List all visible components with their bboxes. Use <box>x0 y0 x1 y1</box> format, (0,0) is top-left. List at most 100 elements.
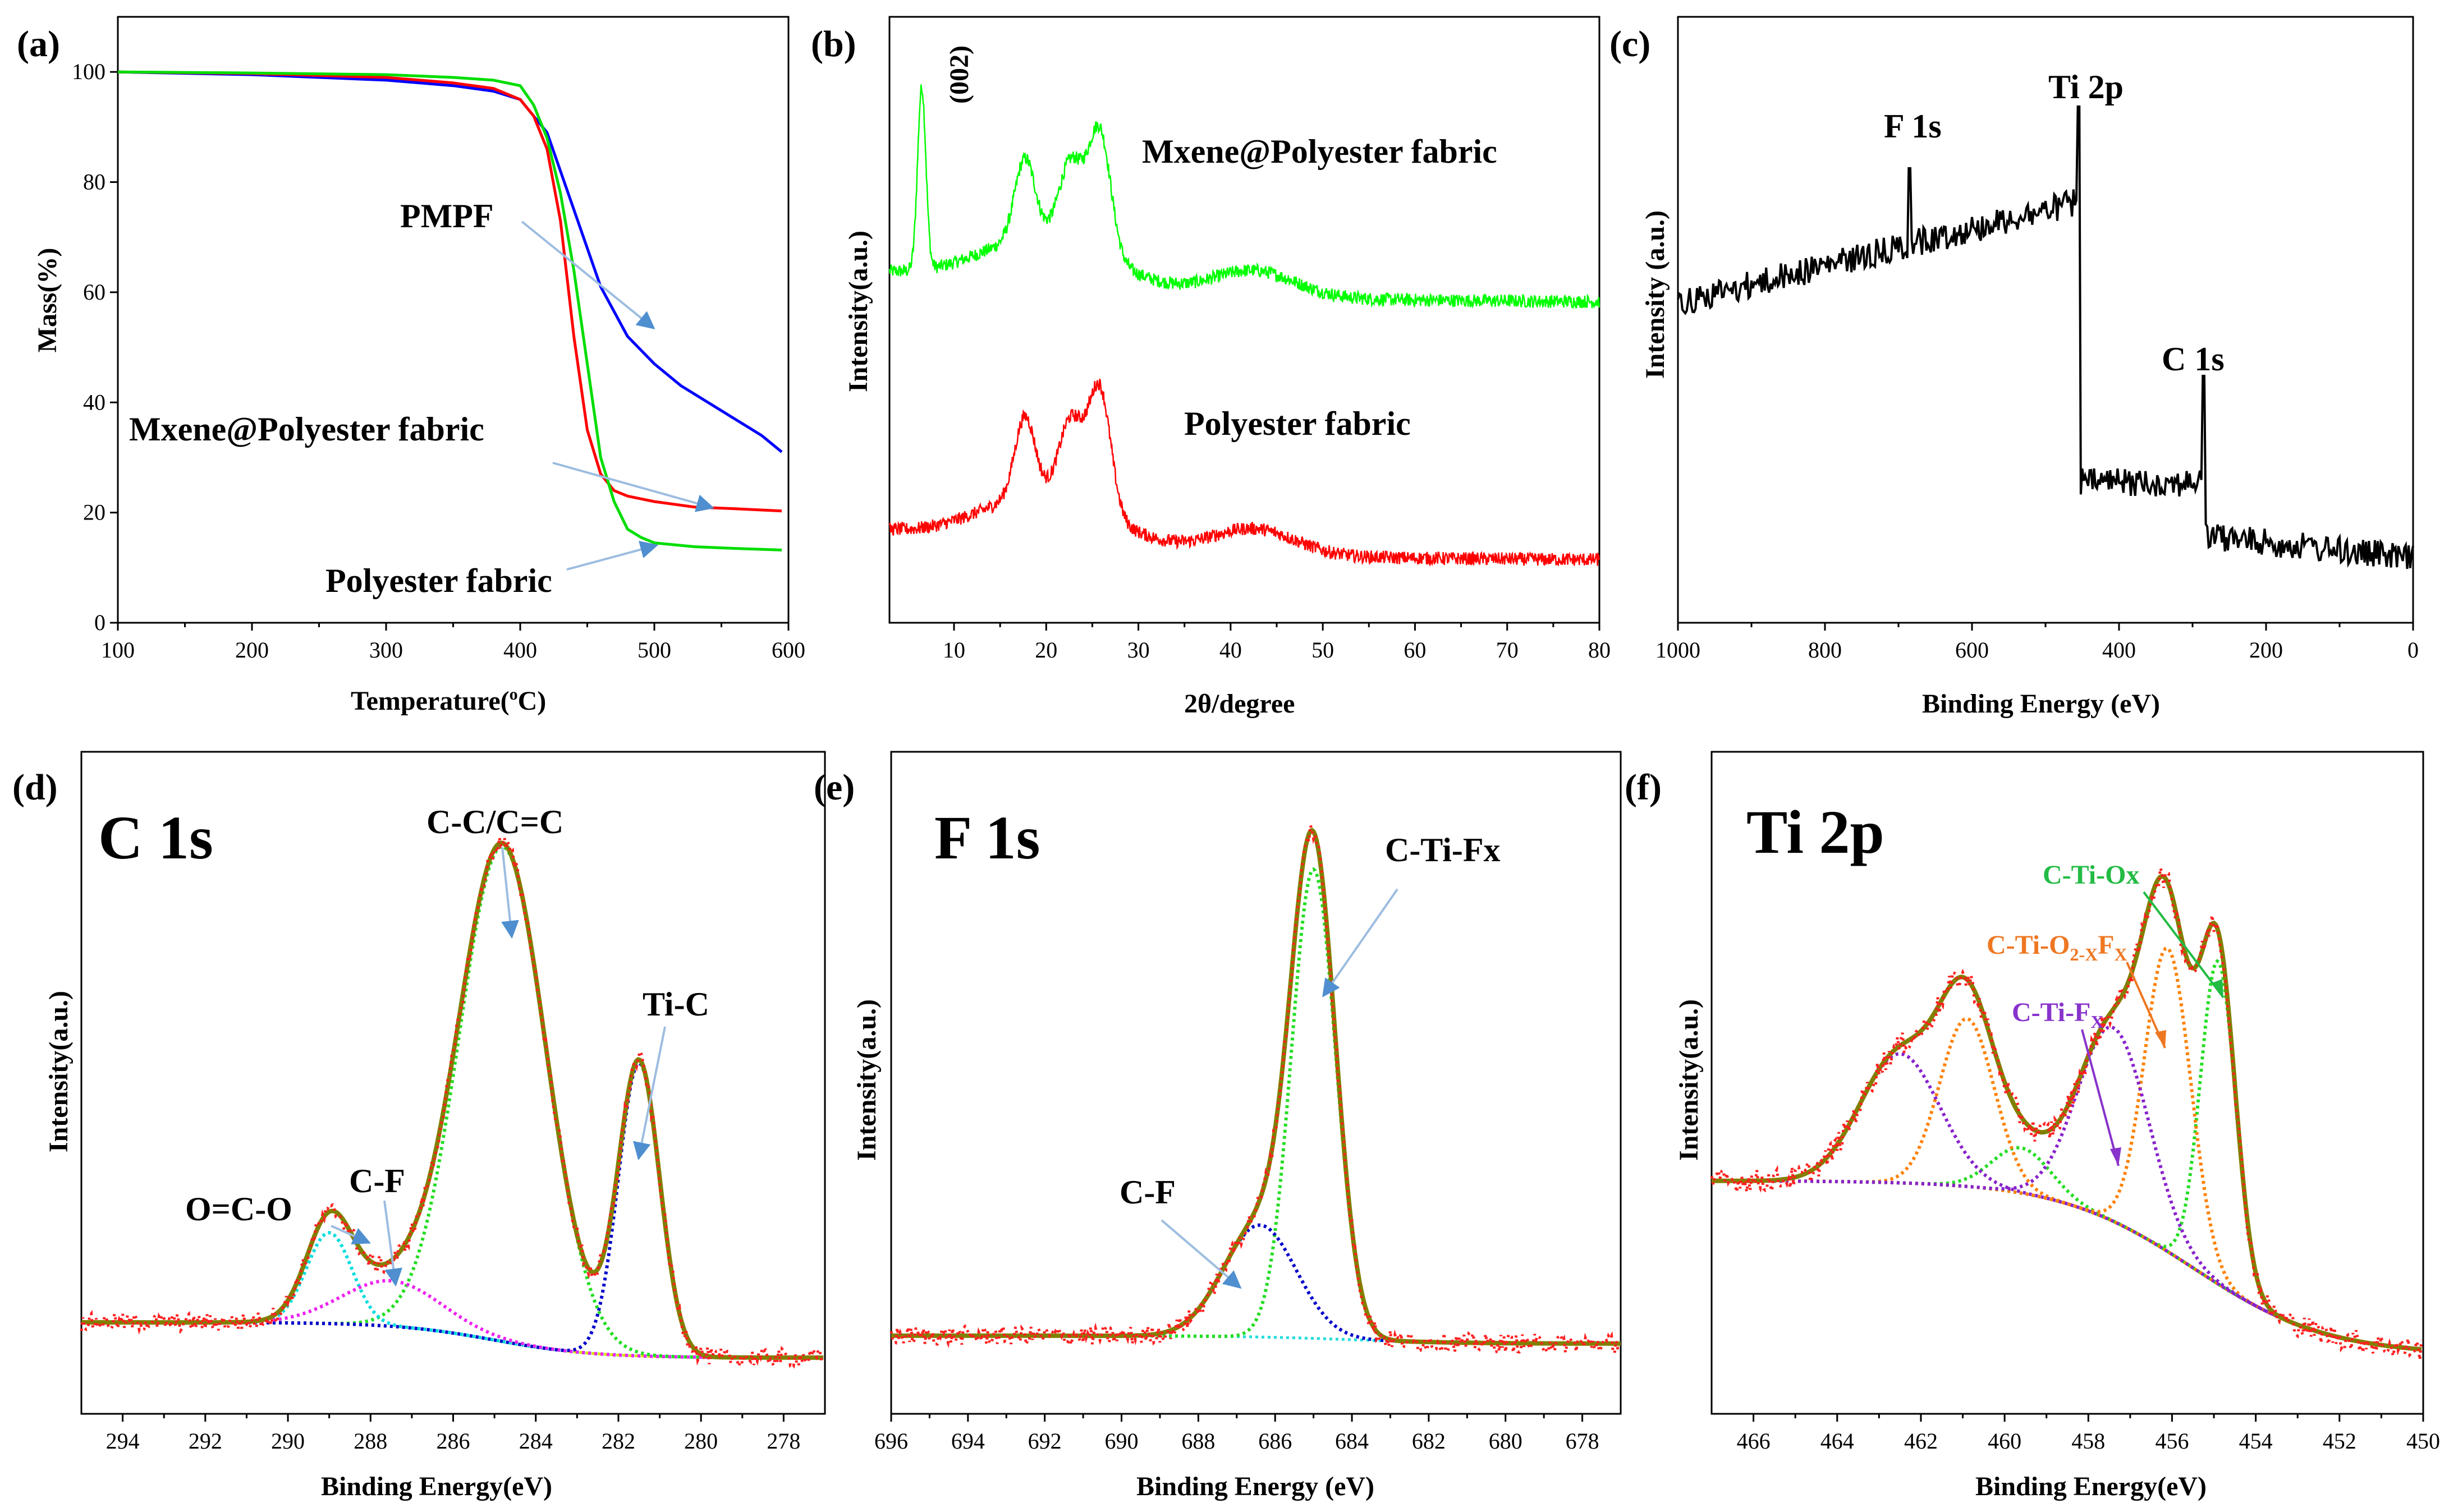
curves-e <box>889 825 1621 1357</box>
raw-data-line <box>80 836 825 1372</box>
annotation-mxene-polyester-b: Mxene@Polyester fabric <box>1142 133 1497 170</box>
curves-c <box>1677 105 2414 569</box>
x-tick-label: 278 <box>767 1428 800 1454</box>
title-e: F 1s <box>934 803 1040 872</box>
x-tick-label: 696 <box>874 1428 908 1454</box>
panel-label-f: (f) <box>1625 767 1662 808</box>
y-tick-label: 60 <box>83 279 106 305</box>
y-axis-label-d: Intensity(a.u.) <box>44 991 74 1152</box>
x-ticks-d: 294 292 290 288 286 284 282 280 278 <box>106 1414 800 1454</box>
component-line-c-ti-ox-b <box>1712 1146 2422 1352</box>
y-axis-label-e: Intensity(a.u.) <box>852 999 882 1161</box>
x-tick-label: 694 <box>951 1428 985 1454</box>
y-tick-label: 40 <box>83 389 106 415</box>
x-tick-label: 680 <box>1489 1428 1522 1454</box>
annotation-ctio2xfx-f: C-Ti-O2-XFX <box>1987 930 2127 964</box>
x-axis-label-d: Binding Energy(eV) <box>321 1472 552 1501</box>
annotation-c1s-c: C 1s <box>2162 341 2225 378</box>
x-ticks-c: 1000 800 600 400 200 0 <box>1655 623 2419 663</box>
curves-b <box>888 84 1600 567</box>
annotation-mxene-polyester-a: Mxene@Polyester fabric <box>129 411 484 448</box>
y-axis-label-b: Intensity(a.u.) <box>843 231 873 392</box>
annotation-cf-d: C-F <box>349 1162 405 1200</box>
x-tick-label: 600 <box>772 637 805 663</box>
x-tick-label: 454 <box>2239 1428 2273 1454</box>
component-line-c-f <box>891 1223 1621 1345</box>
series-line-mxene-polyester <box>888 84 1600 309</box>
raw-data-line <box>1710 867 2423 1361</box>
panel-label-b: (b) <box>811 24 856 65</box>
annotation-pmpf: PMPF <box>400 197 494 235</box>
arrowhead-ctifx-f <box>2110 1147 2121 1166</box>
annotation-cc-d: C-C/C=C <box>426 803 563 840</box>
x-tick-label: 456 <box>2155 1428 2189 1454</box>
x-tick-label: 80 <box>1588 637 1611 663</box>
panel-label-e: (e) <box>814 767 855 808</box>
x-tick-label: 688 <box>1181 1428 1215 1454</box>
annotation-ctifx-f: C-Ti-FX <box>2012 998 2104 1032</box>
x-tick-label: 70 <box>1496 637 1519 663</box>
x-ticks-b: 10 20 30 40 50 60 70 80 <box>943 623 1611 663</box>
x-tick-label: 292 <box>189 1428 222 1454</box>
annotation-polyester-a: Polyester fabric <box>325 562 552 599</box>
annotation-ti2p-c: Ti 2p <box>2048 68 2124 105</box>
annotation-tic-d: Ti-C <box>643 986 709 1023</box>
series-line-polyester-fabric <box>117 70 782 552</box>
x-tick-label: 678 <box>1566 1428 1599 1454</box>
plot-frame-e <box>890 751 1622 1415</box>
x-tick-label: 692 <box>1028 1428 1062 1454</box>
x-tick-label: 40 <box>1219 637 1242 663</box>
series-line-mxene-polyester-fabric <box>117 70 782 513</box>
panel-c: (c) 1000 800 600 400 200 0 Binding Energy (eV… <box>1609 16 2419 719</box>
y-axis-label-f: Intensity(a.u.) <box>1674 999 1704 1161</box>
x-tick-label: 458 <box>2071 1428 2105 1454</box>
plot-frame-b <box>888 16 1600 624</box>
panel-label-c: (c) <box>1609 24 1650 65</box>
x-tick-label: 100 <box>101 637 135 663</box>
arrowhead-ctio2xfx-f <box>2155 1030 2166 1048</box>
x-axis-label-f: Binding Energy(eV) <box>1975 1472 2207 1501</box>
x-tick-label: 20 <box>1035 637 1057 663</box>
arrow-tic-d <box>632 1026 666 1161</box>
y-tick-label: 100 <box>72 59 106 84</box>
panel-label-d: (d) <box>12 767 58 808</box>
x-tick-label: 50 <box>1311 637 1334 663</box>
title-f: Ti 2p <box>1746 798 1884 866</box>
annotation-ctifx-e: C-Ti-Fx <box>1385 831 1501 868</box>
x-tick-label: 400 <box>503 637 537 663</box>
raw-data-line <box>889 825 1621 1357</box>
series-line-polyester <box>888 379 1600 567</box>
annotation-ctiox-f: C-Ti-Ox <box>2043 860 2139 890</box>
x-tick-label: 686 <box>1258 1428 1292 1454</box>
x-tick-label: 60 <box>1404 637 1426 663</box>
x-tick-label: 682 <box>1412 1428 1446 1454</box>
x-tick-label: 30 <box>1127 637 1150 663</box>
x-tick-label: 500 <box>638 637 671 663</box>
x-tick-label: 466 <box>1737 1428 1771 1454</box>
fit-line <box>81 840 824 1360</box>
x-tick-label: 400 <box>2102 637 2136 663</box>
x-ticks-e: 696 694 692 690 688 686 684 682 680 678 <box>874 1414 1599 1454</box>
fit-line <box>891 828 1621 1346</box>
arrow-oco-d <box>331 1225 371 1245</box>
y-axis-label-c: Intensity (a.u.) <box>1640 210 1670 379</box>
x-tick-label: 288 <box>354 1428 387 1454</box>
annotation-polyester-b: Polyester fabric <box>1184 405 1411 442</box>
plot-frame-f <box>1710 751 2424 1415</box>
x-axis-label-a: Temperature(oC) <box>351 685 546 716</box>
x-tick-label: 450 <box>2406 1428 2440 1454</box>
arrow-ctiox-f <box>2143 891 2225 999</box>
x-tick-label: 200 <box>2249 637 2283 663</box>
panel-d: (d) 294 292 290 288 286 284 282 280 278 C 1s Bin… <box>12 751 826 1501</box>
arrow-ctifx-f <box>2081 1029 2120 1166</box>
x-tick-label: 280 <box>684 1428 718 1454</box>
x-axis-label-e: Binding Energy (eV) <box>1136 1472 1374 1501</box>
background-line <box>891 1334 1621 1345</box>
arrowhead-ctiox-f <box>2212 979 2223 998</box>
arrow-cf-d <box>383 1200 403 1287</box>
arrow-ctifx-e <box>1322 888 1398 998</box>
arrow-polyester-a <box>566 541 659 571</box>
x-tick-label: 464 <box>1820 1428 1854 1454</box>
x-tick-label: 690 <box>1105 1428 1139 1454</box>
x-tick-label: 600 <box>1955 637 1989 663</box>
